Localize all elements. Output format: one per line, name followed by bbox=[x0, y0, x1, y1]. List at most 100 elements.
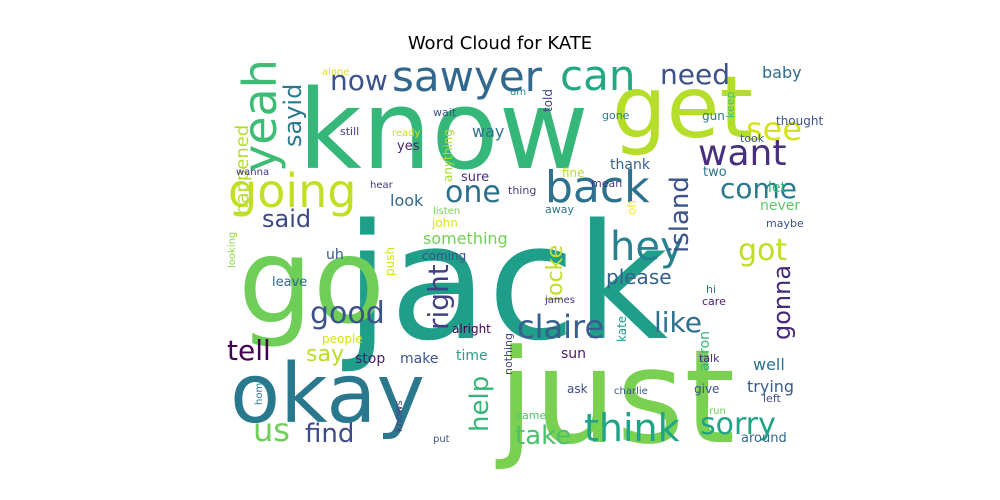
word-sayid: sayid bbox=[279, 84, 307, 147]
word-go: go bbox=[238, 212, 385, 350]
word-jack: jack bbox=[342, 189, 668, 376]
word-hi: hi bbox=[706, 283, 716, 296]
word-going: going bbox=[228, 164, 356, 218]
word-wait: wait bbox=[433, 106, 457, 119]
word-see: see bbox=[746, 110, 802, 148]
word-keep: keep bbox=[724, 91, 737, 118]
word-say: say bbox=[306, 342, 344, 367]
word-away: away bbox=[545, 203, 574, 216]
word-two: two bbox=[703, 165, 727, 180]
word-something: something bbox=[423, 229, 508, 248]
word-hear: hear bbox=[370, 180, 394, 191]
word-now: now bbox=[330, 64, 388, 97]
word-around: around bbox=[741, 431, 787, 446]
word-said: said bbox=[262, 205, 311, 233]
word-got: got bbox=[738, 233, 787, 268]
word-thought: thought bbox=[776, 114, 823, 128]
word-charlie: charlie bbox=[614, 386, 648, 397]
word-please: please bbox=[606, 265, 672, 289]
word-kate: kate bbox=[615, 316, 629, 342]
word-uh: uh bbox=[326, 247, 344, 263]
word-alright: alright bbox=[452, 322, 491, 336]
word-um: um bbox=[510, 87, 526, 98]
word-james: james bbox=[544, 295, 575, 306]
word-home: home bbox=[254, 377, 265, 405]
word-yes: yes bbox=[397, 139, 420, 154]
word-give: give bbox=[694, 382, 719, 396]
word-alone: alone bbox=[322, 67, 350, 78]
word-listen: listen bbox=[433, 206, 460, 217]
word-look: look bbox=[390, 191, 424, 210]
word-okay: okay bbox=[230, 347, 425, 442]
word-people: people bbox=[322, 332, 363, 346]
word-sure: sure bbox=[461, 170, 489, 185]
word-leave: leave bbox=[272, 275, 307, 290]
word-island: island bbox=[665, 176, 695, 253]
word-aaron: aaron bbox=[697, 331, 713, 371]
word-baby: baby bbox=[762, 63, 802, 82]
word-ask: ask bbox=[567, 382, 588, 396]
word-maybe: maybe bbox=[766, 217, 804, 230]
word-gonna: gonna bbox=[768, 265, 796, 340]
word-put: put bbox=[433, 434, 450, 445]
word-looking: looking bbox=[227, 232, 238, 268]
word-gone: gone bbox=[602, 109, 630, 122]
word-hey: hey bbox=[610, 224, 684, 270]
word-yeah: yeah bbox=[233, 59, 287, 172]
word-oh: oh bbox=[625, 200, 639, 215]
word-thing: thing bbox=[508, 184, 536, 197]
word-thank: thank bbox=[610, 157, 651, 173]
word-can: can bbox=[560, 51, 635, 100]
word-gun: gun bbox=[702, 109, 725, 123]
word-took: took bbox=[740, 132, 765, 145]
word-told: told bbox=[541, 89, 555, 112]
word-right: right bbox=[422, 264, 455, 330]
word-let: let bbox=[768, 180, 787, 196]
word-one: one bbox=[445, 175, 501, 210]
word-like: like bbox=[654, 306, 702, 339]
word-way: way bbox=[472, 122, 504, 141]
word-get: get bbox=[612, 58, 753, 158]
word-came: came bbox=[516, 409, 547, 422]
word-make: make bbox=[400, 351, 438, 367]
word-anything: anything bbox=[441, 129, 455, 182]
word-sun: sun bbox=[561, 346, 586, 362]
word-time: time bbox=[456, 348, 488, 364]
word-still: still bbox=[340, 125, 359, 138]
word-talk: talk bbox=[699, 352, 720, 365]
word-run: run bbox=[709, 406, 726, 417]
word-help: help bbox=[465, 376, 495, 432]
word-fine: fine bbox=[562, 166, 585, 180]
word-think: think bbox=[584, 406, 680, 450]
word-nothing: nothing bbox=[502, 333, 515, 375]
word-sorry: sorry bbox=[700, 407, 776, 442]
chart-title: Word Cloud for KATE bbox=[407, 33, 593, 54]
word-coming: coming bbox=[422, 249, 466, 263]
word-need: need bbox=[660, 58, 730, 91]
word-well: well bbox=[753, 355, 785, 374]
word-take: take bbox=[515, 421, 571, 451]
word-sawyer: sawyer bbox=[392, 52, 543, 101]
word-locke: locke bbox=[543, 245, 568, 302]
word-just: just bbox=[495, 321, 735, 473]
word-wanna: wanna bbox=[236, 167, 269, 178]
word-knows: knows bbox=[394, 400, 405, 432]
word-want: want bbox=[698, 133, 786, 174]
word-care: care bbox=[702, 295, 726, 308]
word-find: find bbox=[305, 419, 354, 449]
word-push: push bbox=[383, 247, 397, 276]
word-know: know bbox=[298, 66, 589, 194]
word-good: good bbox=[310, 296, 385, 331]
word-claire: claire bbox=[517, 308, 604, 346]
word-stop: stop bbox=[355, 351, 385, 367]
word-happened: happened bbox=[232, 125, 253, 215]
word-ready: ready bbox=[392, 128, 421, 139]
word-left: left bbox=[763, 392, 782, 405]
word-mean: mean bbox=[591, 177, 622, 190]
word-come: come bbox=[720, 172, 797, 205]
word-tell: tell bbox=[227, 334, 271, 367]
word-trying: trying bbox=[747, 377, 794, 396]
word-john: john bbox=[431, 216, 458, 230]
word-back: back bbox=[545, 162, 650, 213]
